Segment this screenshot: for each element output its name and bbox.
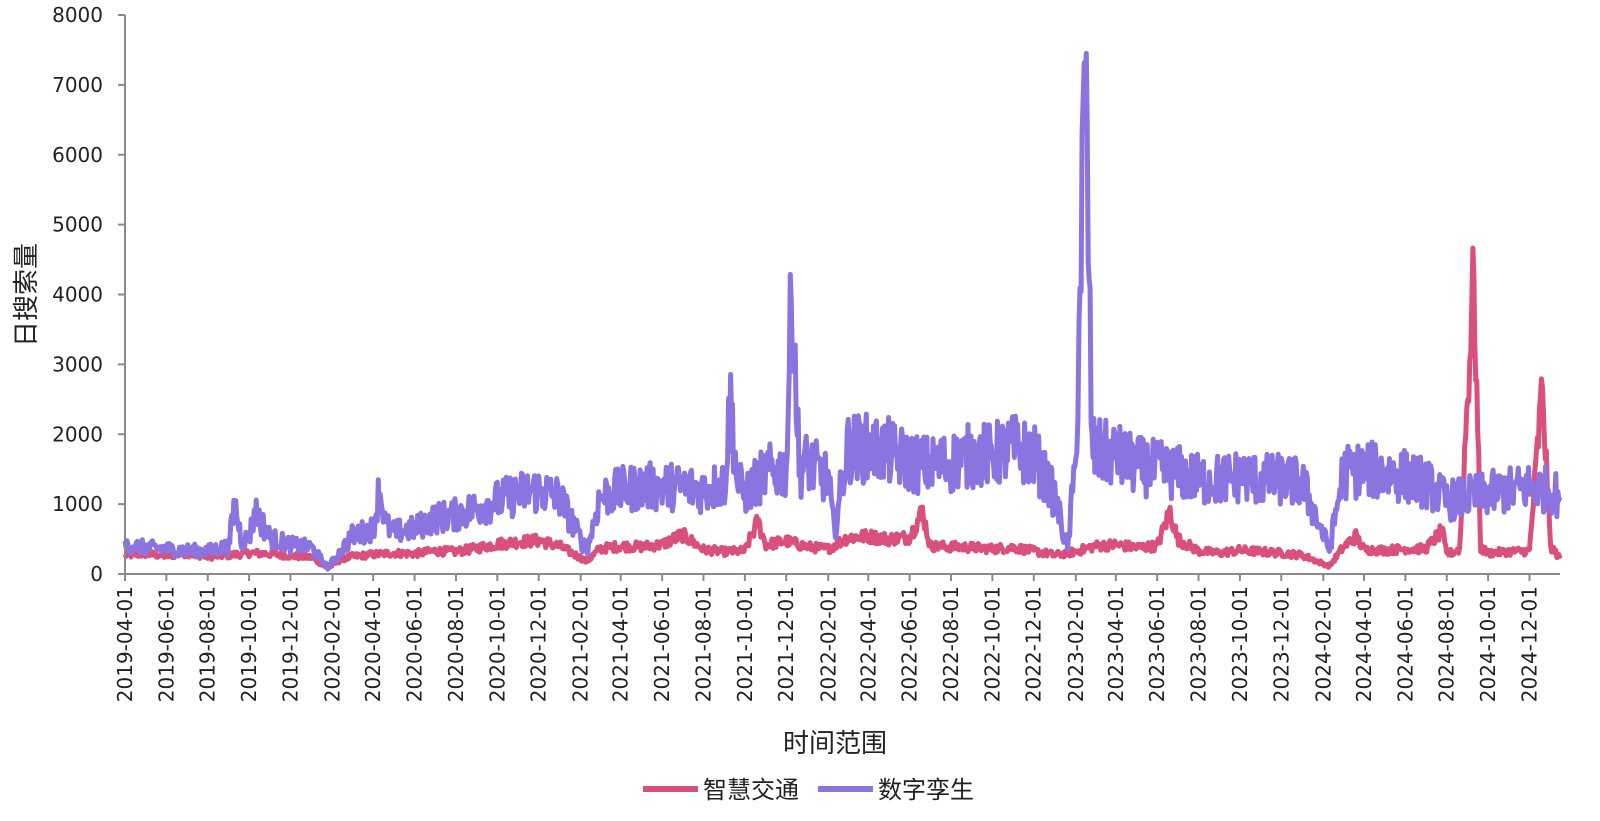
plot-area: 0 1000 2000 3000 4000 5000 6000 7000 8000 2019-0… <box>52 3 1563 702</box>
y-tick-label: 8000 <box>52 3 103 27</box>
x-tick-label: 2023-04-01 <box>1104 586 1128 702</box>
series-line-2 <box>122 50 1563 572</box>
x-tick-label: 2021-10-01 <box>733 586 757 702</box>
x-tick-label: 2022-06-01 <box>898 586 922 702</box>
x-tick-label: 2024-10-01 <box>1476 586 1500 702</box>
x-tick-label: 2019-10-01 <box>237 586 261 702</box>
x-tick-label: 2020-06-01 <box>403 586 427 702</box>
x-tick-label: 2022-02-01 <box>816 586 840 702</box>
x-tick-label: 2023-08-01 <box>1187 586 1211 702</box>
legend-label: 智慧交通 <box>703 776 799 804</box>
x-tick-label: 2020-08-01 <box>444 586 468 702</box>
x-tick-label: 2021-04-01 <box>609 586 633 702</box>
y-axis-title: 日搜索量 <box>12 243 42 347</box>
x-tick-label: 2024-12-01 <box>1517 586 1541 702</box>
y-tick-label: 0 <box>90 562 103 586</box>
legend: 智慧交通 数字孪生 <box>643 776 974 804</box>
x-tick-label: 2021-12-01 <box>774 586 798 702</box>
x-tick-label: 2024-02-01 <box>1311 586 1335 702</box>
y-axis-ticks: 0 1000 2000 3000 4000 5000 6000 7000 8000 <box>52 3 125 586</box>
x-tick-label: 2024-08-01 <box>1435 586 1459 702</box>
x-axis-ticks: 2019-04-01 2019-06-01 2019-08-01 2019-10-01… <box>113 574 1541 702</box>
x-tick-label: 2020-04-01 <box>361 586 385 702</box>
y-tick-label: 7000 <box>52 73 103 97</box>
y-tick-label: 1000 <box>52 492 103 516</box>
legend-label: 数字孪生 <box>878 776 974 804</box>
y-tick-label: 6000 <box>52 143 103 167</box>
x-tick-label: 2024-06-01 <box>1393 586 1417 702</box>
x-tick-label: 2024-04-01 <box>1352 586 1376 702</box>
x-tick-label: 2021-08-01 <box>691 586 715 702</box>
x-tick-label: 2023-06-01 <box>1145 586 1169 702</box>
x-tick-label: 2022-12-01 <box>1022 586 1046 702</box>
x-tick-label: 2023-12-01 <box>1269 586 1293 702</box>
x-tick-label: 2021-02-01 <box>569 586 593 702</box>
y-tick-label: 2000 <box>52 422 103 446</box>
x-tick-label: 2023-10-01 <box>1228 586 1252 702</box>
x-tick-label: 2020-02-01 <box>321 586 345 702</box>
x-axis-title: 时间范围 <box>783 729 887 759</box>
x-tick-label: 2022-08-01 <box>939 586 963 702</box>
x-tick-label: 2019-04-01 <box>113 586 137 702</box>
y-tick-label: 5000 <box>52 213 103 237</box>
x-tick-label: 2019-08-01 <box>196 586 220 702</box>
x-tick-label: 2019-06-01 <box>154 586 178 702</box>
y-tick-label: 3000 <box>52 352 103 376</box>
x-tick-label: 2022-04-01 <box>856 586 880 702</box>
y-tick-label: 4000 <box>52 283 103 307</box>
x-tick-label: 2022-10-01 <box>980 586 1004 702</box>
x-tick-label: 2020-10-01 <box>485 586 509 702</box>
series-layer <box>122 50 1563 572</box>
x-tick-label: 2019-12-01 <box>278 586 302 702</box>
series-line-1 <box>122 245 1563 572</box>
x-tick-label: 2021-06-01 <box>650 586 674 702</box>
x-tick-label: 2023-02-01 <box>1064 586 1088 702</box>
x-tick-label: 2020-12-01 <box>527 586 551 702</box>
